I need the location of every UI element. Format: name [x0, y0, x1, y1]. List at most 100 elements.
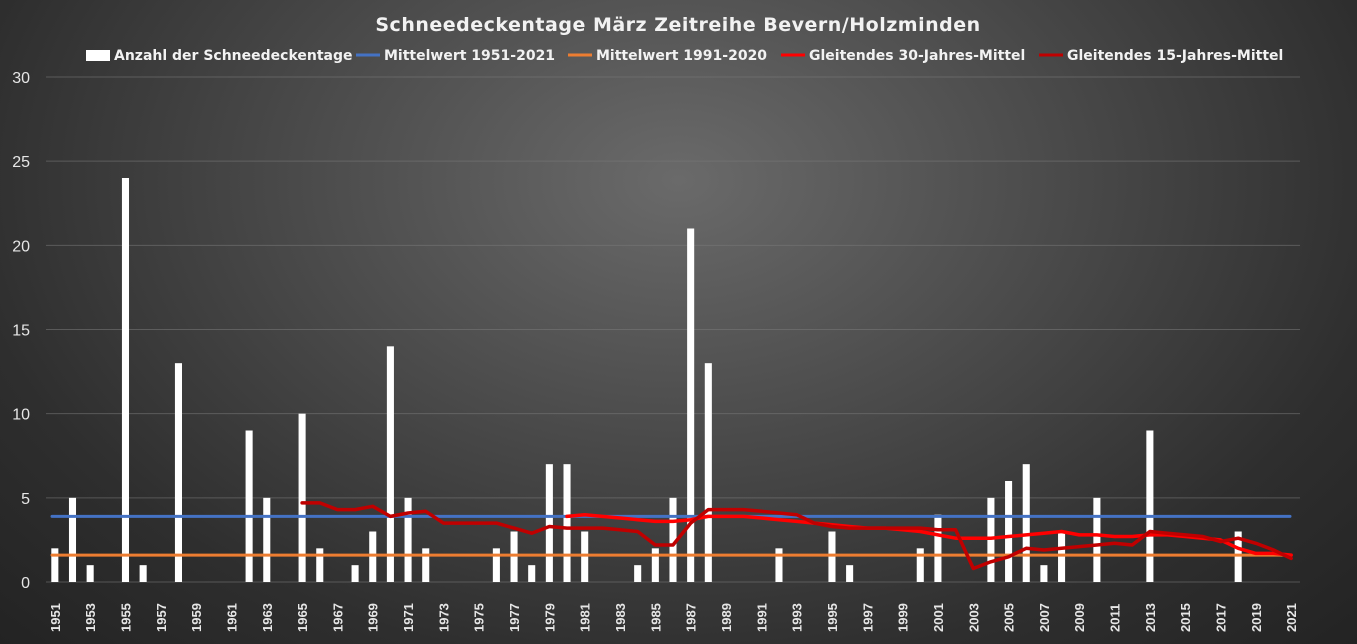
- y-tick-label: 15: [12, 323, 30, 340]
- y-tick-label: 20: [12, 238, 30, 255]
- x-tick-label: 1969: [366, 603, 381, 632]
- bar: [581, 531, 589, 582]
- x-tick-label: 1999: [896, 603, 911, 632]
- bar: [492, 548, 500, 582]
- bar: [245, 430, 253, 582]
- x-tick-label: 1989: [719, 603, 734, 632]
- bar: [563, 464, 571, 582]
- x-tick-label: 2019: [1249, 603, 1264, 632]
- y-tick-label: 5: [21, 491, 30, 508]
- legend: Anzahl der Schneedeckentage Mittelwert 19…: [86, 48, 1283, 64]
- bar: [386, 346, 394, 582]
- bar: [263, 497, 271, 582]
- bar: [298, 413, 306, 582]
- bar: [545, 464, 553, 582]
- x-tick-label: 1959: [189, 603, 204, 632]
- x-tick-label: 1997: [860, 603, 875, 632]
- bar: [775, 548, 783, 582]
- x-tick-label: 1979: [542, 603, 557, 632]
- x-tick-label: 1973: [436, 603, 451, 632]
- bar: [669, 497, 677, 582]
- y-tick-label: 10: [12, 407, 30, 424]
- x-tick-label: 2001: [931, 603, 946, 632]
- x-tick-label: 1965: [295, 603, 310, 632]
- x-tick-label: 1957: [154, 603, 169, 632]
- x-tick-label: 1963: [260, 603, 275, 632]
- y-tick-label: 0: [21, 575, 30, 592]
- chart-title: Schneedeckentage März Zeitreihe Bevern/H…: [375, 14, 980, 36]
- bar: [404, 497, 412, 582]
- bar: [846, 565, 854, 582]
- x-tick-label: 1953: [83, 603, 98, 632]
- bar: [510, 531, 518, 582]
- bar: [1040, 565, 1048, 582]
- legend-entry: Gleitendes 30-Jahres-Mittel: [781, 48, 1025, 64]
- bar: [934, 514, 942, 582]
- bar: [86, 565, 94, 582]
- bar: [139, 565, 147, 582]
- x-tick-label: 1967: [330, 603, 345, 632]
- x-tick-label: 2011: [1108, 604, 1123, 632]
- x-tick-label: 2003: [966, 603, 981, 632]
- x-axis: 1951 1953 1955 1957 1959 1961 1963 1965 1967 1969…: [48, 603, 1299, 632]
- legend-label: Anzahl der Schneedeckentage: [114, 48, 353, 64]
- x-tick-label: 2017: [1214, 603, 1229, 632]
- bar: [121, 178, 130, 582]
- y-tick-label: 30: [12, 70, 30, 87]
- legend-entry: Gleitendes 15-Jahres-Mittel: [1039, 48, 1283, 64]
- x-tick-label: 2013: [1143, 603, 1158, 632]
- bar: [634, 565, 642, 582]
- bar: [1058, 531, 1066, 582]
- x-tick-label: 2021: [1284, 603, 1299, 632]
- legend-label: Mittelwert 1951-2021: [384, 48, 555, 64]
- bar: [1093, 497, 1101, 582]
- bar: [916, 548, 924, 582]
- legend-label: Gleitendes 15-Jahres-Mittel: [1067, 48, 1283, 64]
- bar: [1005, 481, 1013, 582]
- x-tick-label: 1985: [648, 603, 663, 632]
- x-tick-label: 1975: [472, 603, 487, 632]
- bar: [422, 548, 430, 582]
- x-tick-label: 1977: [507, 603, 522, 632]
- bar: [651, 548, 659, 582]
- x-tick-label: 1995: [825, 603, 840, 632]
- x-tick-label: 1991: [754, 603, 769, 632]
- bar: [704, 363, 712, 582]
- bar: [351, 565, 359, 582]
- bar: [687, 228, 695, 582]
- x-tick-label: 2009: [1072, 603, 1087, 632]
- x-tick-label: 1993: [790, 603, 805, 632]
- x-tick-label: 1987: [684, 603, 699, 632]
- legend-entry: Mittelwert 1991-2020: [568, 48, 767, 64]
- bar: [68, 497, 77, 582]
- bars: [51, 178, 1242, 582]
- y-axis: 0 5 10 15 20 25 30: [12, 70, 30, 592]
- x-tick-label: 1955: [118, 603, 133, 632]
- lines: [50, 501, 1293, 571]
- legend-label: Mittelwert 1991-2020: [596, 48, 767, 64]
- bar: [1022, 464, 1030, 582]
- bar: [1234, 531, 1242, 582]
- legend-swatch: [86, 50, 110, 61]
- x-tick-label: 1951: [48, 603, 63, 632]
- bar: [1146, 430, 1154, 582]
- x-tick-label: 1971: [401, 603, 416, 632]
- y-tick-label: 25: [12, 154, 30, 171]
- bar: [369, 531, 377, 582]
- x-tick-label: 1961: [224, 603, 239, 632]
- x-tick-label: 2007: [1037, 603, 1052, 632]
- bar: [828, 531, 836, 582]
- bar: [51, 548, 59, 582]
- bar: [174, 363, 182, 582]
- legend-entry: Anzahl der Schneedeckentage: [86, 48, 353, 64]
- bar: [316, 548, 324, 582]
- x-tick-label: 2005: [1002, 603, 1017, 632]
- x-tick-label: 1981: [578, 603, 593, 632]
- x-tick-label: 1983: [613, 603, 628, 632]
- legend-entry: Mittelwert 1951-2021: [356, 48, 555, 64]
- x-tick-label: 2015: [1178, 603, 1193, 632]
- series-line: [300, 501, 1293, 571]
- legend-label: Gleitendes 30-Jahres-Mittel: [809, 48, 1025, 64]
- bar: [528, 565, 536, 582]
